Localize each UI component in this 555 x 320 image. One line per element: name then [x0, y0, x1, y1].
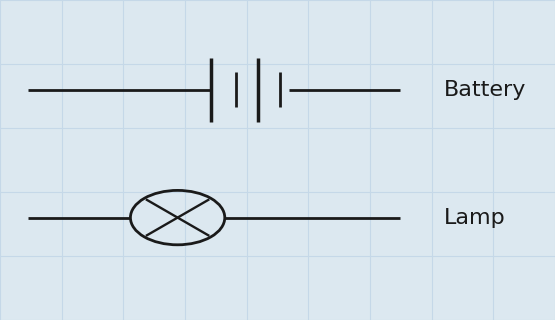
Text: Lamp: Lamp: [444, 208, 506, 228]
Text: Battery: Battery: [444, 80, 526, 100]
